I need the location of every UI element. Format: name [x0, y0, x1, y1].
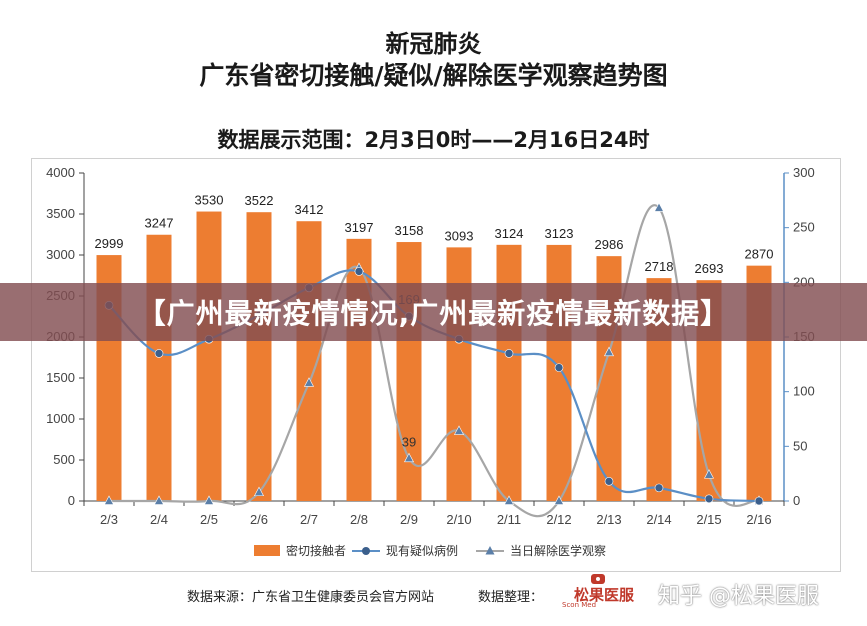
footer-organizer: 数据整理： [478, 590, 544, 605]
released-value-label: 39 [402, 434, 416, 449]
bar-value-label: 3123 [545, 226, 574, 241]
released-marker [654, 202, 664, 212]
y-left-tick-label: 3000 [46, 247, 75, 262]
x-tick-label: 2/3 [100, 512, 118, 527]
released-marker [404, 452, 414, 463]
bar-value-label: 3158 [395, 223, 424, 238]
x-tick-label: 2/12 [546, 512, 571, 527]
bar [196, 211, 222, 502]
x-tick-label: 2/11 [497, 512, 521, 527]
bar-value-label: 3124 [495, 226, 524, 241]
y-left-tick-label: 1000 [46, 411, 75, 426]
released-marker [604, 346, 614, 357]
bar [146, 234, 172, 501]
bar-value-label: 3412 [295, 202, 324, 217]
y-right-tick-label: 250 [793, 220, 815, 235]
logo-subtext: Scon Med [562, 601, 597, 609]
bar-value-label: 2718 [645, 259, 674, 274]
legend-label-bar: 密切接触者 [286, 543, 346, 558]
released-marker [154, 495, 164, 505]
brand-logo: 松果医服 Scon Med [558, 574, 638, 610]
released-marker [104, 495, 114, 505]
bar-value-label: 2986 [595, 237, 624, 252]
bar-value-label: 2870 [745, 247, 774, 262]
x-tick-label: 2/4 [150, 512, 168, 527]
bar [346, 238, 372, 501]
legend-label-released: 当日解除医学观察 [510, 543, 606, 558]
watermark: 知乎 @松果医服 [658, 584, 819, 609]
legend-marker-released [485, 546, 495, 555]
overlay-banner: 【广州最新疫情情况,广州最新疫情最新数据】 [0, 283, 867, 341]
bar-value-label: 3247 [145, 216, 174, 231]
suspected-marker [604, 477, 614, 486]
y-left-tick-label: 0 [68, 493, 75, 508]
logo-mark-icon [591, 574, 605, 584]
bar-value-label: 3093 [445, 228, 474, 243]
y-right-tick-label: 300 [793, 165, 815, 180]
suspected-marker [354, 267, 364, 276]
logo-text: 松果医服 [574, 586, 635, 604]
bar-value-label: 3197 [345, 220, 374, 235]
y-left-tick-label: 500 [53, 452, 75, 467]
released-marker [554, 495, 564, 505]
bar-value-label: 3530 [195, 193, 224, 208]
y-left-tick-label: 1500 [46, 370, 75, 385]
bar-value-label: 2693 [695, 261, 724, 276]
suspected-marker [704, 494, 714, 504]
x-tick-label: 2/15 [696, 512, 721, 527]
x-tick-label: 2/10 [446, 512, 471, 527]
y-left-tick-label: 4000 [46, 165, 75, 180]
bar [246, 212, 272, 502]
x-tick-label: 2/7 [300, 512, 318, 527]
released-marker [254, 486, 264, 497]
y-right-tick-label: 100 [793, 384, 815, 399]
x-tick-label: 2/16 [746, 512, 771, 527]
y-right-tick-label: 50 [793, 438, 807, 453]
y-left-tick-label: 3500 [46, 206, 75, 221]
chart-title-line2: 广东省密切接触/疑似/解除医学观察趋势图 [199, 61, 668, 90]
suspected-marker [754, 496, 764, 506]
x-tick-label: 2/9 [400, 512, 418, 527]
suspected-marker [554, 363, 564, 372]
suspected-marker [504, 349, 514, 358]
chart-title-line1: 新冠肺炎 [385, 30, 482, 58]
released-marker [304, 377, 314, 387]
x-tick-label: 2/13 [596, 512, 621, 527]
data-range-text: 数据展示范围：2月3日0时——2月16日24时 [217, 128, 650, 152]
x-tick-label: 2/8 [350, 512, 368, 527]
y-right-tick-label: 0 [793, 493, 800, 508]
released-marker [454, 425, 464, 435]
legend-swatch-bar [254, 545, 280, 556]
suspected-marker [154, 349, 164, 358]
legend-marker-suspected [362, 547, 370, 555]
bar-value-label: 2999 [95, 236, 124, 251]
released-marker [204, 495, 214, 505]
x-tick-label: 2/14 [646, 512, 671, 527]
x-tick-label: 2/5 [200, 512, 218, 527]
footer-source: 数据来源：广东省卫生健康委员会官方网站 [187, 590, 435, 605]
suspected-marker [654, 483, 664, 493]
released-marker [504, 495, 514, 505]
bar-value-label: 3522 [245, 193, 274, 208]
released-marker [704, 469, 714, 479]
x-tick-label: 2/6 [250, 512, 268, 527]
legend-label-suspected: 现有疑似病例 [386, 543, 458, 558]
